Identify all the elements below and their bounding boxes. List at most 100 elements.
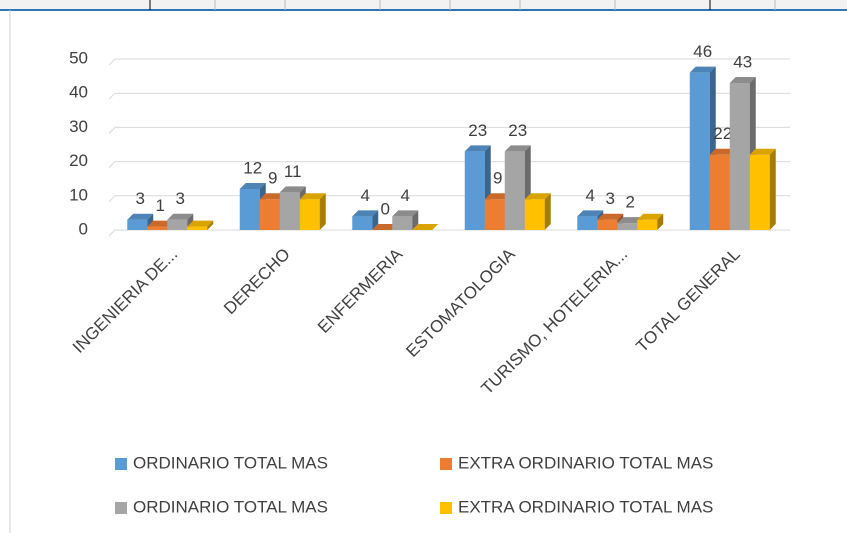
bar-top (597, 213, 624, 220)
bar-top (372, 224, 399, 230)
legend-swatch (115, 502, 127, 514)
data-label: 4 (401, 186, 410, 205)
bar-front (187, 226, 208, 230)
bar-top (187, 220, 214, 227)
bar-side (412, 210, 419, 230)
data-label: 23 (508, 121, 527, 140)
bar-side (657, 213, 664, 230)
bar-top (617, 217, 644, 224)
data-label: 12 (243, 158, 262, 177)
grid-line (108, 195, 790, 203)
bar-side (769, 148, 776, 230)
bar-side (544, 193, 551, 230)
bar-front (689, 72, 710, 231)
data-label: 46 (693, 42, 712, 61)
data-label: 3 (606, 189, 615, 208)
data-label: 9 (268, 169, 277, 188)
bar-top (352, 210, 379, 217)
bar-front (749, 154, 770, 230)
bar-top (412, 224, 439, 230)
data-label: 4 (586, 186, 595, 205)
x-tick-label: INGENIERIA DE... (69, 245, 181, 357)
legend-swatch (115, 458, 127, 470)
data-label: 3 (136, 189, 145, 208)
bar-front (484, 199, 505, 230)
bar-top (239, 182, 266, 189)
legend-swatch (440, 502, 452, 514)
bar-front (392, 216, 413, 230)
bar-top (749, 148, 776, 155)
data-label: 1 (156, 196, 165, 215)
bar-front (259, 199, 280, 230)
bar-front (524, 199, 545, 230)
bar-front (299, 199, 320, 230)
bar (187, 220, 214, 230)
data-label: 0 (381, 199, 390, 218)
y-tick-label: 10 (69, 185, 88, 204)
x-tick-label: ENFERMERIA (314, 244, 407, 337)
bar-top (484, 193, 511, 200)
bar (352, 210, 379, 230)
bar-front (239, 188, 260, 230)
x-tick-label: ESTOMATOLOGIA (402, 244, 519, 361)
bar-top (577, 210, 604, 217)
bar-side (319, 193, 326, 230)
data-label: 43 (733, 52, 752, 71)
bar-front (597, 219, 618, 230)
bar-front (577, 216, 598, 230)
bar-front (504, 151, 525, 230)
legend-label: EXTRA ORDINARIO TOTAL MAS (458, 453, 713, 472)
bar-top (524, 193, 551, 200)
bar-front (279, 192, 300, 230)
bar-front (147, 226, 168, 230)
bar-side (207, 220, 214, 230)
y-tick-label: 50 (69, 48, 88, 67)
bar-top (392, 210, 419, 217)
x-tick-label: DERECHO (220, 245, 294, 319)
bar (524, 193, 551, 230)
data-label: 23 (468, 121, 487, 140)
x-tick-label: TOTAL GENERAL (632, 245, 743, 356)
bar (392, 210, 419, 230)
grid-line (108, 161, 790, 168)
y-tick-label: 30 (69, 117, 88, 136)
bar (372, 224, 399, 230)
data-label: 22 (713, 124, 732, 143)
bar-top (464, 145, 491, 152)
y-tick-label: 20 (69, 151, 88, 170)
bar (749, 148, 776, 230)
legend-label: ORDINARIO TOTAL MAS (133, 453, 328, 472)
grid-line (108, 58, 790, 66)
bar-top (299, 193, 326, 200)
bar-top (689, 66, 716, 73)
bar-front (167, 219, 188, 230)
data-label: 9 (493, 169, 502, 188)
data-label: 4 (361, 186, 370, 205)
data-label: 2 (626, 193, 635, 212)
bar-top (637, 213, 664, 220)
bar-top (127, 213, 154, 220)
bar-front (617, 223, 638, 230)
bar-top (729, 76, 756, 83)
grid-line (108, 92, 790, 100)
bar-front (127, 219, 148, 230)
data-label: 11 (284, 162, 302, 181)
bar-top (504, 145, 531, 152)
legend-swatch (440, 458, 452, 470)
bar (299, 193, 326, 230)
bar-front (352, 216, 373, 230)
bar-top (259, 193, 286, 200)
grid-line (108, 229, 790, 237)
bar-top (167, 213, 194, 220)
bar-top (709, 148, 736, 155)
bar-front (464, 151, 485, 230)
y-tick-label: 0 (79, 219, 88, 238)
bar-top (279, 186, 306, 193)
y-tick-label: 40 (69, 83, 88, 102)
legend-label: ORDINARIO TOTAL MAS (133, 497, 328, 516)
bar-front (729, 82, 750, 230)
bar-front (637, 219, 658, 230)
